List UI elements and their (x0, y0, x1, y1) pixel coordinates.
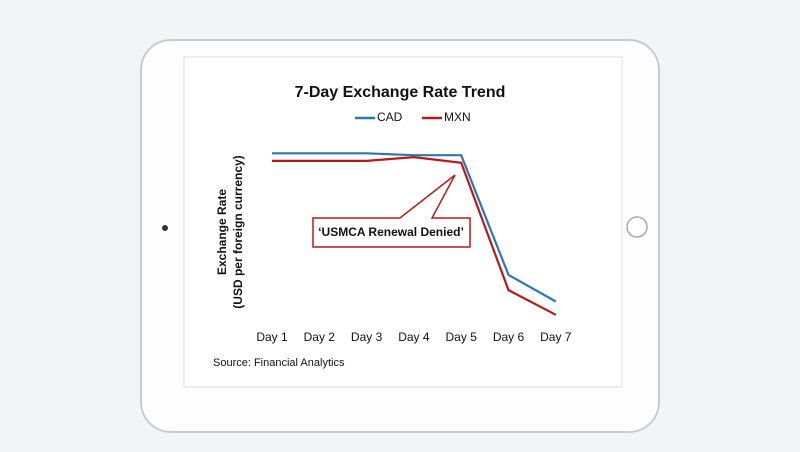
x-tick-label: Day 1 (256, 330, 288, 344)
x-tick-label: Day 6 (493, 330, 525, 344)
annotation-callout (312, 174, 471, 248)
x-tick-label: Day 3 (351, 330, 383, 344)
annotation: ‘USMCA Renewal Denied’ (318, 225, 464, 239)
home-button[interactable] (626, 216, 648, 238)
y-axis-label: Exchange Rate (215, 189, 229, 275)
legend-label: MXN (444, 110, 471, 124)
source: Source: Financial Analytics (213, 357, 345, 369)
x-tick-label: Day 4 (398, 330, 430, 344)
x-tick-label: Day 2 (304, 330, 336, 344)
series-line (272, 155, 557, 316)
x-tick-label: Day 5 (446, 330, 478, 344)
legend-label: CAD (377, 110, 403, 124)
series-line (272, 152, 557, 303)
y-axis-label-sub: (USD per foreign currency) (231, 155, 245, 308)
camera (162, 225, 168, 231)
chart-title: 7-Day Exchange Rate Trend (295, 84, 506, 101)
x-tick-label: Day 7 (540, 330, 572, 344)
